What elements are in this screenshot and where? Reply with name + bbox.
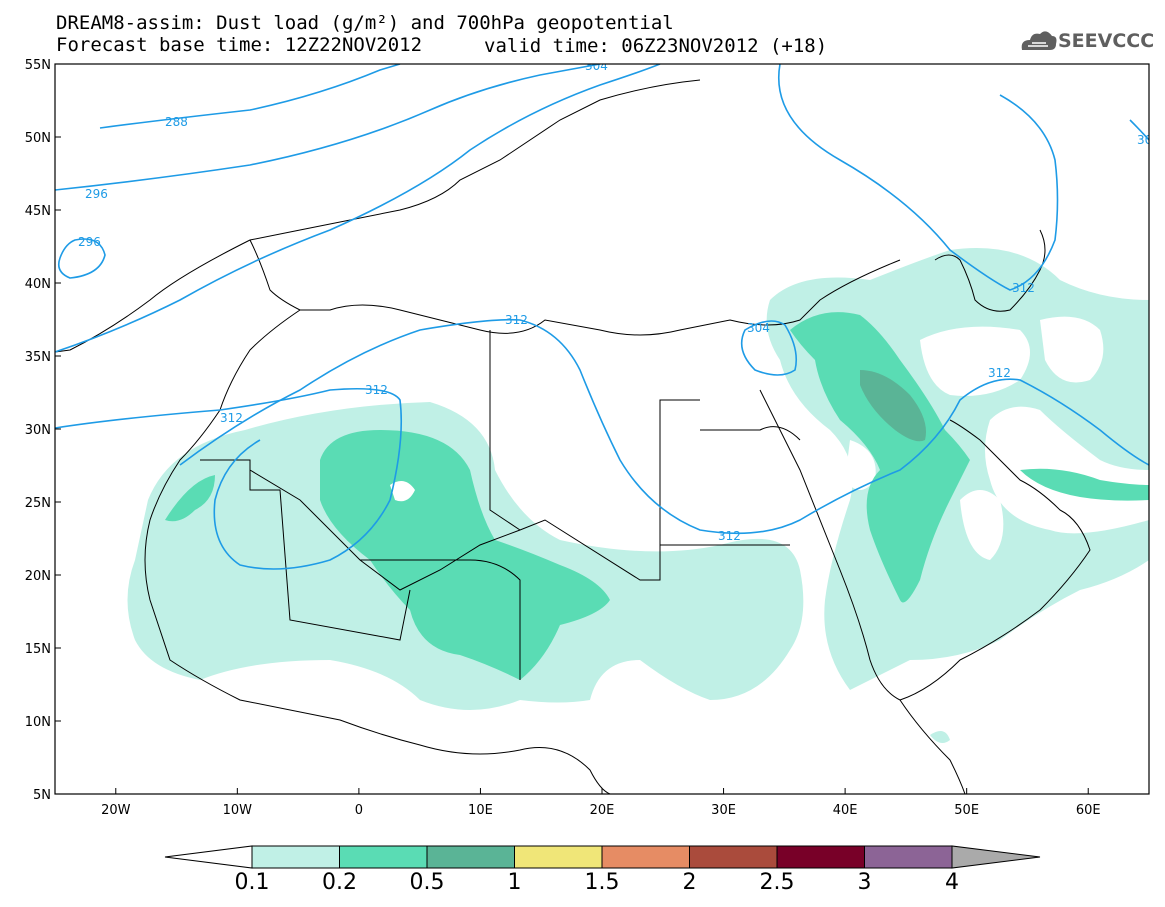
contour-label: 296 <box>78 235 101 249</box>
colorbar-swatch <box>601 845 690 869</box>
lat-tick-label: 15N <box>25 642 51 657</box>
contour-label: 312 <box>505 313 528 327</box>
lat-tick-label: 20N <box>25 569 51 584</box>
dust-shading-clear <box>845 316 1104 560</box>
lon-tick-label: 0 <box>355 803 363 818</box>
colorbar-label: 1 <box>507 870 522 895</box>
forecast-base-time: Forecast base time: 12Z22NOV2012 <box>56 34 423 56</box>
logo-text: SEEVCCC <box>1058 30 1155 52</box>
colorbar-label: 3 <box>857 870 872 895</box>
lon-tick-label: 10E <box>468 803 493 818</box>
lon-tick-label: 20W <box>101 803 131 818</box>
colorbar-label: 0.5 <box>409 870 445 895</box>
lon-tick-label: 20E <box>590 803 615 818</box>
contour-label: 312 <box>718 529 741 543</box>
lat-tick-label: 45N <box>25 204 51 219</box>
lat-tick-label: 40N <box>25 277 51 292</box>
contour-labels: 288 296 296 312 312 312 312 304 312 312 … <box>78 59 1152 543</box>
colorbar-label: 1.5 <box>584 870 620 895</box>
contour-label: 312 <box>1012 281 1035 295</box>
contour-label: 312 <box>220 411 243 425</box>
contour-label: 312 <box>988 366 1011 380</box>
colorbar-label: 0.2 <box>322 870 357 895</box>
contour-label: 30 <box>1137 133 1152 147</box>
colorbar-swatch <box>251 845 340 869</box>
lat-tick-label: 50N <box>25 131 51 146</box>
colorbar-swatch <box>864 845 953 869</box>
colorbar-label: 2.5 <box>759 870 795 895</box>
contour-label: 304 <box>747 321 770 335</box>
colorbar-label: 4 <box>945 870 959 895</box>
colorbar-swatch <box>689 845 778 869</box>
lat-tick-label: 25N <box>25 496 51 511</box>
colorbar-left-extension <box>164 845 253 869</box>
lon-tick-label: 60E <box>1076 803 1101 818</box>
contour-label: 312 <box>365 383 388 397</box>
colorbar-swatch <box>776 845 865 869</box>
lat-tick-label: 55N <box>25 58 51 73</box>
contour-label: 288 <box>165 115 188 129</box>
geopotential-contours <box>55 64 1149 570</box>
dust-shading-high <box>860 370 926 442</box>
lat-tick-label: 10N <box>25 715 51 730</box>
cloud-logo-icon <box>1021 31 1057 50</box>
longitude-tick-labels: 20W 10W 0 10E 20E 30E 40E 50E 60E <box>101 788 1101 818</box>
lat-tick-label: 30N <box>25 423 51 438</box>
contour-label: 304 <box>585 59 608 73</box>
colorbar-swatch <box>514 845 603 869</box>
colorbar <box>164 845 1041 869</box>
colorbar-swatch <box>426 845 515 869</box>
colorbar-label: 0.1 <box>234 870 270 895</box>
lat-tick-label: 5N <box>33 788 51 803</box>
latitude-tick-labels: 55N 50N 45N 40N 35N 30N 25N 20N 15N 10N 5N <box>25 58 61 803</box>
colorbar-right-extension <box>951 845 1041 869</box>
coastlines <box>55 79 1091 794</box>
colorbar-swatch <box>339 845 428 869</box>
valid-time: valid time: 06Z23NOV2012 (+18) <box>484 35 828 57</box>
colorbar-label: 2 <box>682 870 697 895</box>
lat-tick-label: 35N <box>25 350 51 365</box>
lon-tick-label: 30E <box>711 803 736 818</box>
lon-tick-label: 10W <box>223 803 253 818</box>
map-title: DREAM8-assim: Dust load (g/m²) and 700hP… <box>56 12 674 34</box>
contour-label: 296 <box>85 187 108 201</box>
lon-tick-label: 50E <box>954 803 979 818</box>
lon-tick-label: 40E <box>833 803 858 818</box>
